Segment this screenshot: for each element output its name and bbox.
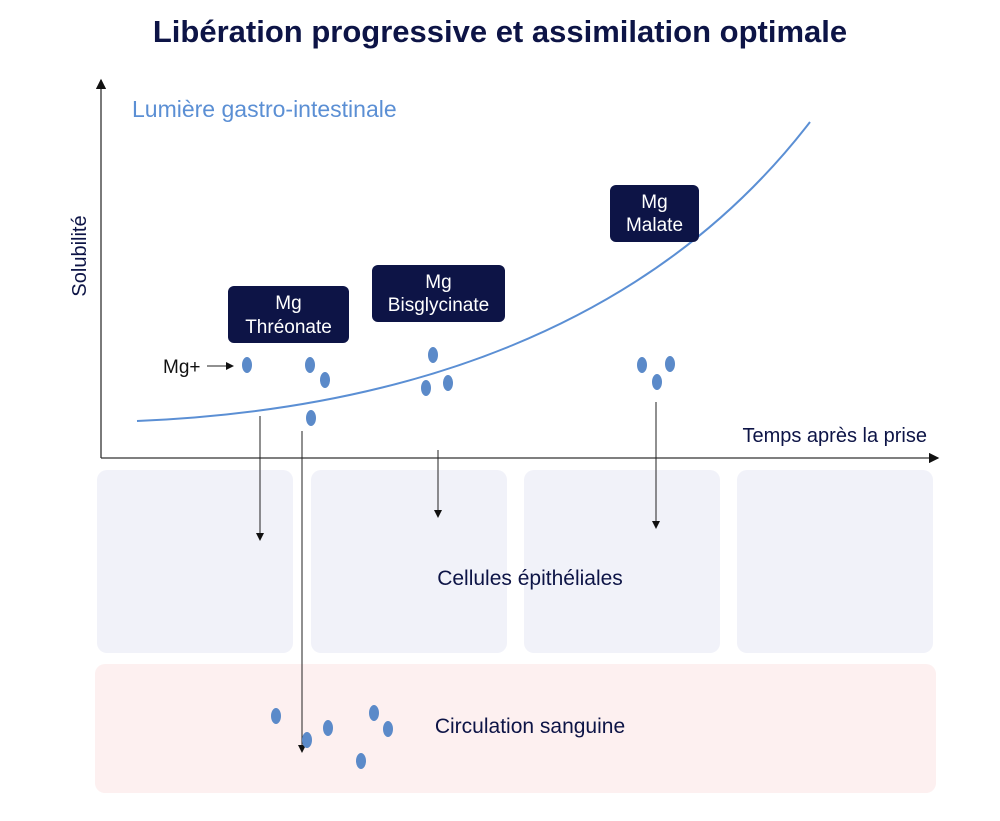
solubility-curve	[136, 121, 811, 422]
epithelial-cell	[524, 470, 720, 653]
mg-ion-label: Mg+	[163, 357, 201, 378]
mg-ion-dot	[323, 720, 333, 736]
mg-ion-dot	[242, 357, 252, 373]
mg-ion-dot	[305, 357, 315, 373]
magnesium-ions	[242, 347, 675, 769]
mg-ion-dot	[421, 380, 431, 396]
mg-ion-dot	[443, 375, 453, 391]
mg-ion-dot	[302, 732, 312, 748]
blood-label: Circulation sanguine	[435, 715, 625, 738]
svg-text:Mg: Mg	[275, 293, 301, 314]
mg-ion-dot	[652, 374, 662, 390]
mg-ion-dot	[320, 372, 330, 388]
mg-ion-dot	[665, 356, 675, 372]
svg-text:Mg: Mg	[641, 192, 667, 213]
svg-text:Mg: Mg	[425, 272, 451, 293]
epithelial-cells	[97, 470, 933, 653]
mg-ion-dot	[306, 410, 316, 426]
svg-text:Thréonate: Thréonate	[245, 317, 332, 338]
epithelial-cell	[97, 470, 293, 653]
form-box-threonate: Mg Thréonate	[228, 286, 349, 343]
lumen-label: Lumière gastro-intestinale	[132, 96, 397, 122]
svg-text:Malate: Malate	[626, 215, 683, 236]
mg-ion-dot	[428, 347, 438, 363]
diagram-title: Libération progressive et assimilation o…	[153, 14, 847, 49]
mg-ion-dot	[637, 357, 647, 373]
form-box-malate: Mg Malate	[610, 185, 699, 242]
x-axis-label: Temps après la prise	[742, 425, 927, 447]
epithelial-cell	[311, 470, 507, 653]
form-box-bisglycinate: Mg Bisglycinate	[372, 265, 505, 322]
y-axis-label: Solubilité	[69, 215, 91, 296]
epithelial-cell	[737, 470, 933, 653]
epithelial-label: Cellules épithéliales	[437, 567, 623, 590]
mg-ion-dot	[383, 721, 393, 737]
mg-ion-dot	[356, 753, 366, 769]
blood-circulation-zone	[95, 664, 936, 793]
mg-ion-dot	[271, 708, 281, 724]
mg-ion-dot	[369, 705, 379, 721]
svg-text:Bisglycinate: Bisglycinate	[388, 295, 489, 316]
